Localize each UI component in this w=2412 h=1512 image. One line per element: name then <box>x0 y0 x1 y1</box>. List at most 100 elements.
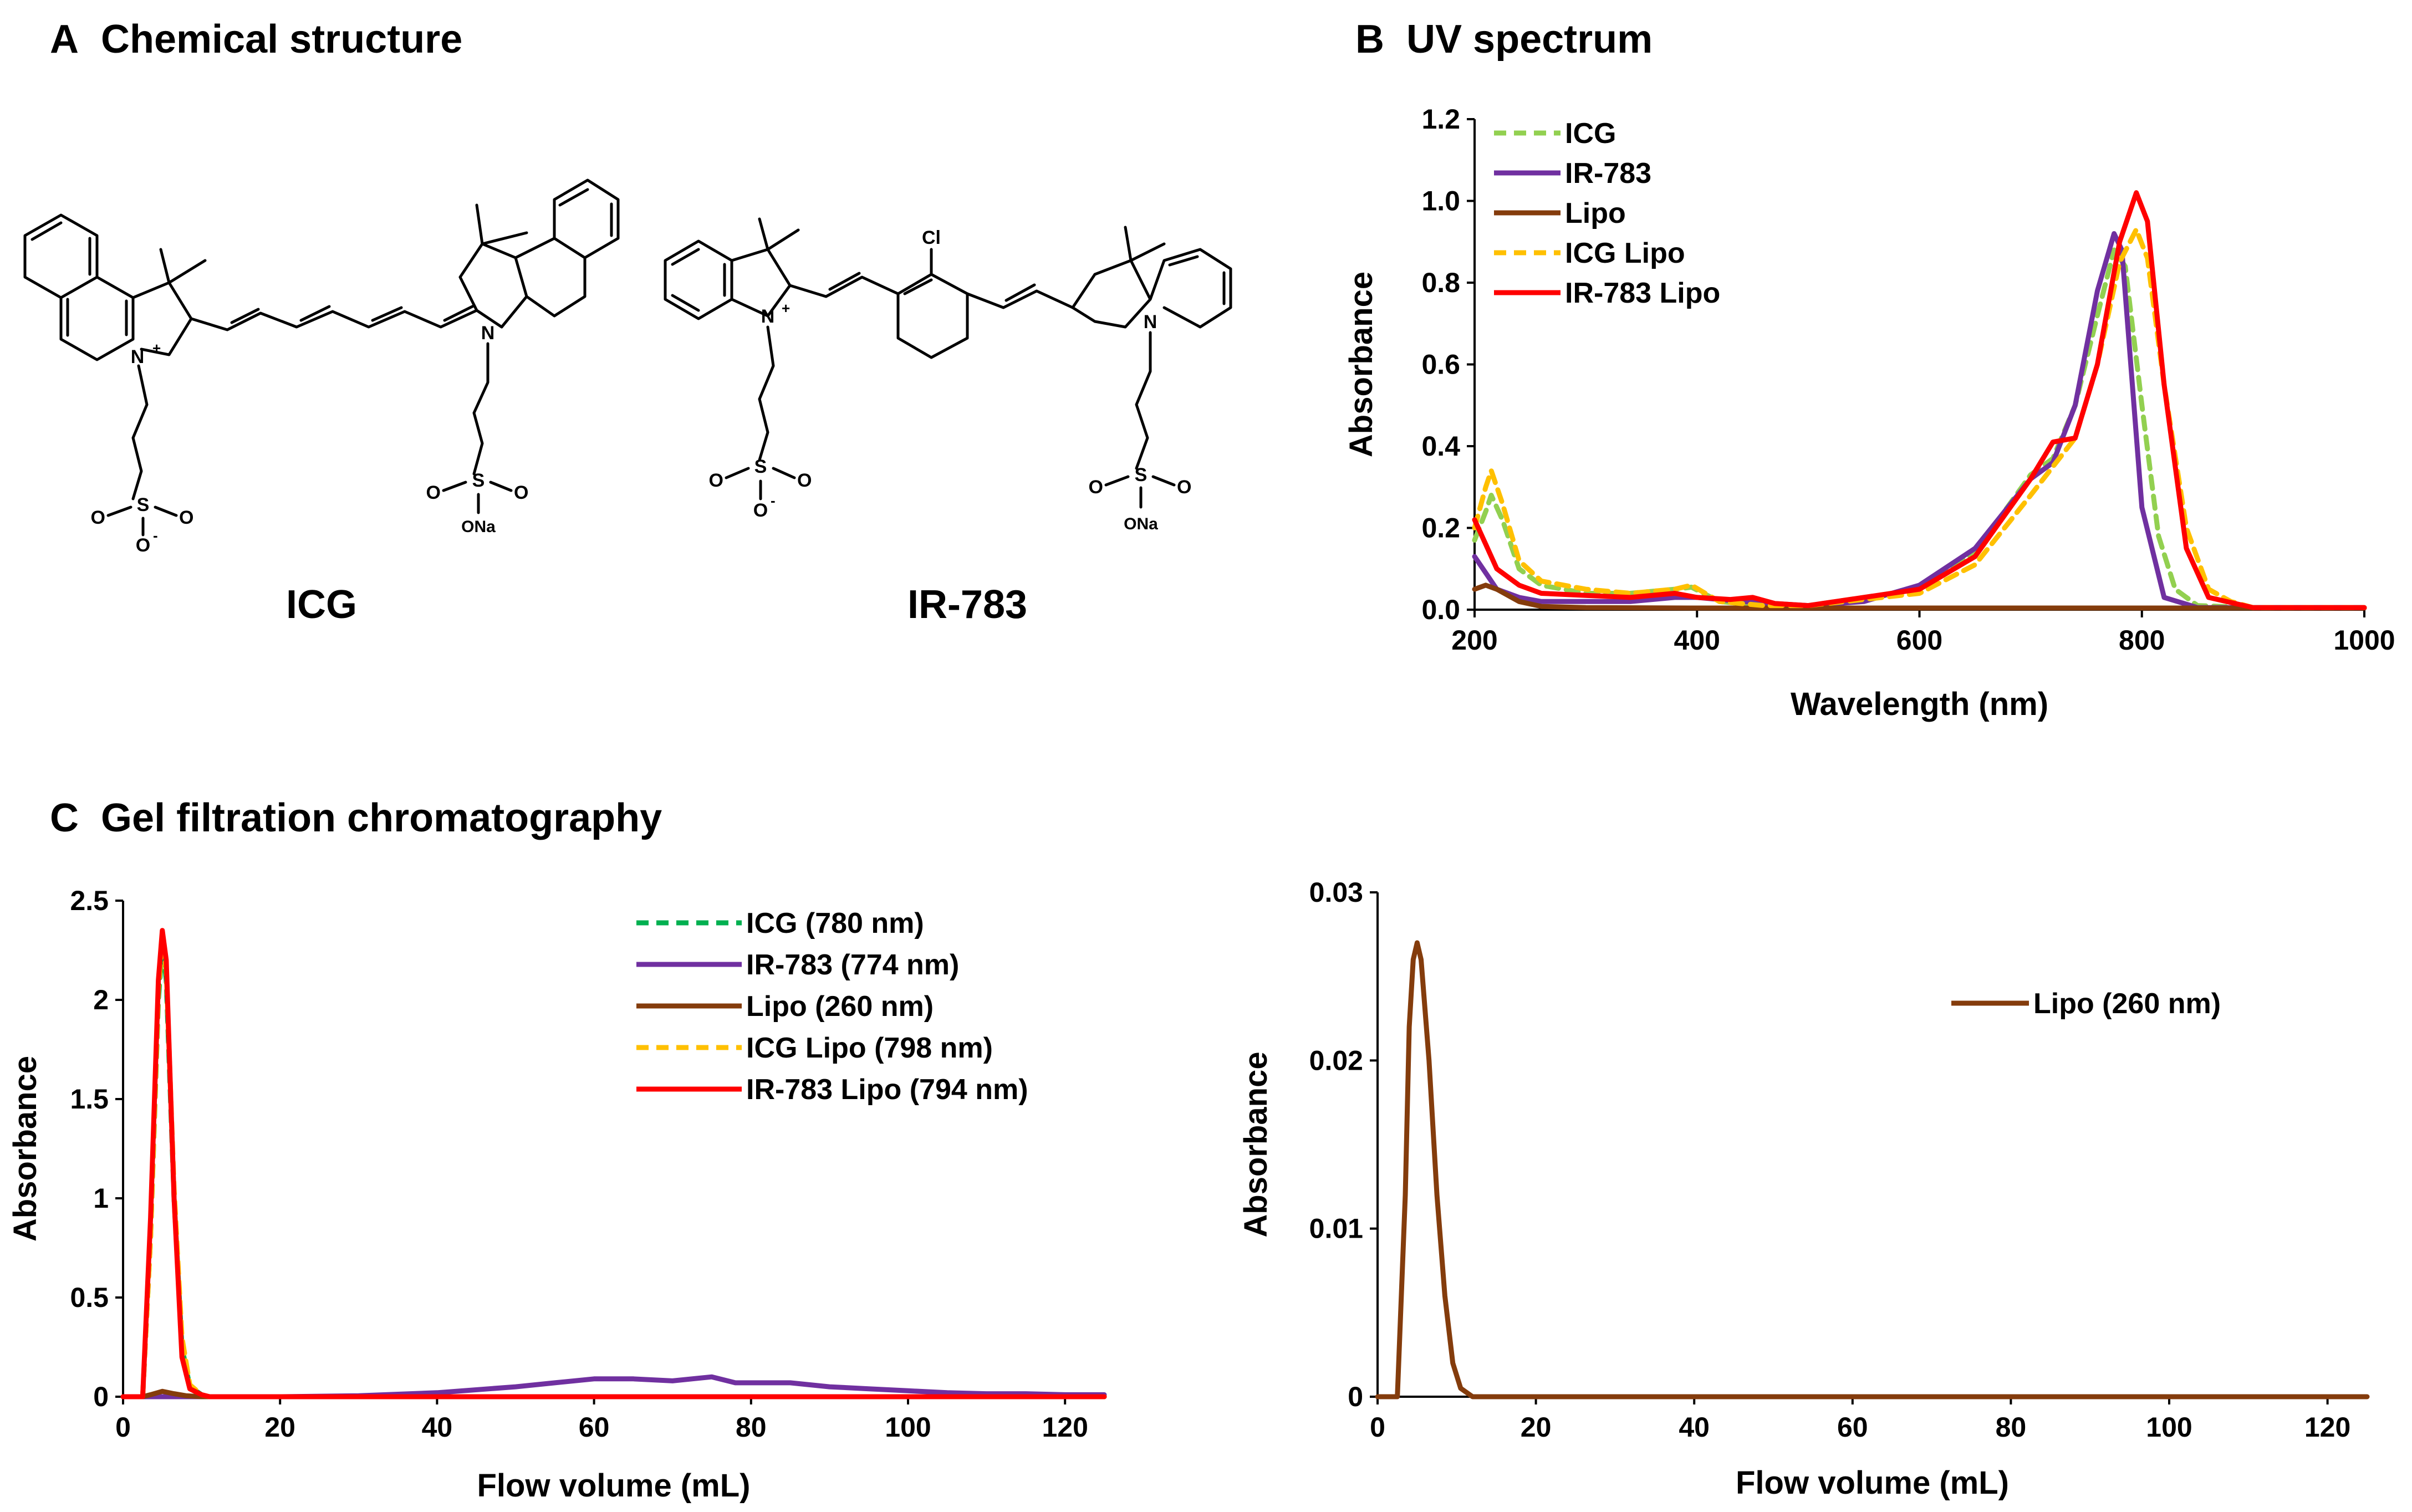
icg-atom-o-right-1: O <box>426 482 441 503</box>
x-tick-label: 800 <box>2119 625 2165 656</box>
icg-name: ICG <box>286 583 357 627</box>
lipo-chart: 0 0.01 0.02 0.03 0 20 40 60 80 100 120 Flow volume … <box>1238 877 2370 1501</box>
series-line-ir-783-lipo-794-nm <box>120 928 1107 1399</box>
icg-atom-o-left-1: O <box>91 507 105 528</box>
icg-right-rings <box>458 178 620 329</box>
ir783-left-methyls <box>758 217 800 251</box>
uv-spectrum-chart: 0.0 0.2 0.4 0.6 0.8 1.0 1.2 200 400 600 800 1000 Wav… <box>1343 104 2395 722</box>
icg-structure <box>23 178 620 537</box>
x-axis-label: Flow volume (mL) <box>477 1468 751 1504</box>
icg-left-methyls <box>159 248 207 284</box>
series-line-icg-lipo-798-nm <box>120 938 1107 1399</box>
x-tick-label: 120 <box>1042 1412 1088 1443</box>
ir783-atom-cl: Cl <box>922 227 941 248</box>
legend-label: IR-783 <box>1565 157 1651 190</box>
icg-right-chain <box>472 342 489 476</box>
y-tick-label: 0.4 <box>1421 431 1460 462</box>
x-axis-label: Wavelength (nm) <box>1791 686 2048 722</box>
series-line-icg-780-nm <box>120 942 1107 1399</box>
icg-atom-n: N <box>481 323 495 344</box>
legend-label: ICG Lipo <box>1565 237 1685 269</box>
x-tick-label: 600 <box>1896 625 1942 656</box>
icg-atom-s-left: S <box>137 494 150 515</box>
icg-left-rings <box>23 213 193 361</box>
x-tick-label: 40 <box>1679 1412 1710 1443</box>
series-line-ir-783-lipo <box>1472 190 2367 610</box>
icg-atom-ona: ONa <box>461 518 496 536</box>
y-tick-label: 0 <box>1348 1381 1363 1412</box>
y-tick-label: 0.2 <box>1421 513 1460 544</box>
panel-a-letter: A <box>50 17 79 62</box>
y-axis-label: Absorbance <box>7 1056 43 1242</box>
x-tick-label: 120 <box>2304 1412 2350 1443</box>
legend-label: Lipo (260 nm) <box>2033 988 2221 1020</box>
icg-left-sulfonate <box>106 505 178 537</box>
y-tick-label: 2 <box>93 984 109 1015</box>
legend-label: IR-783 Lipo (794 nm) <box>746 1074 1028 1106</box>
ir783-atom-minus-left: - <box>771 492 776 509</box>
panel-a-heading: Chemical structure <box>101 17 463 62</box>
y-axis-label: Absorbance <box>1238 1051 1274 1237</box>
panel-a-title: A Chemical structure <box>50 17 462 62</box>
panel-c-title: C Gel filtration chromatography <box>50 795 662 841</box>
icg-right-sulfonate <box>442 481 513 514</box>
series-line-lipo <box>1472 583 2367 611</box>
x-tick-label: 0 <box>1370 1412 1385 1443</box>
icg-polyene <box>190 304 478 331</box>
ir783-atom-o-right-2: O <box>1177 477 1191 498</box>
y-tick-label: 0.0 <box>1421 594 1460 625</box>
x-tick-label: 20 <box>1521 1412 1552 1443</box>
x-tick-label: 0 <box>115 1412 131 1443</box>
ir783-atom-o-left-2: O <box>797 470 812 491</box>
ir783-right-rings <box>1071 226 1232 329</box>
x-tick-label: 100 <box>2146 1412 2192 1443</box>
ir783-atom-o-right-1: O <box>1089 477 1103 498</box>
icg-atom-minus-left: - <box>153 527 158 544</box>
y-tick-label: 0 <box>93 1381 109 1412</box>
icg-atom-plus: + <box>152 340 161 356</box>
icg-left-chain <box>131 364 149 500</box>
panel-c-letter: C <box>50 796 79 840</box>
ir783-atom-s-right: S <box>1135 464 1148 486</box>
legend-label: Lipo <box>1565 197 1626 229</box>
icg-atom-s-right: S <box>472 470 485 491</box>
ir783-name: IR-783 <box>907 583 1027 627</box>
icg-atom-o-left-2: O <box>179 507 193 528</box>
y-tick-label: 2.5 <box>70 885 109 916</box>
ir783-atom-o-left-1: O <box>709 470 723 491</box>
x-tick-label: 20 <box>264 1412 295 1443</box>
gel-filtration-chart: 0 0.5 1 1.5 2 2.5 0 20 40 60 80 100 120 Flow volume (… <box>7 885 1107 1504</box>
x-tick-label: 40 <box>422 1412 453 1443</box>
y-tick-label: 0.02 <box>1309 1045 1363 1076</box>
ir783-atom-s-left: S <box>754 456 767 477</box>
x-tick-label: 400 <box>1674 625 1720 656</box>
x-tick-label: 80 <box>1996 1412 2027 1443</box>
y-tick-label: 1.0 <box>1421 186 1460 217</box>
ir783-atom-n-plus: N <box>761 306 775 327</box>
x-tick-label: 1000 <box>2333 625 2395 656</box>
x-axis-label: Flow volume (mL) <box>1736 1465 2009 1501</box>
ir783-atom-ona: ONa <box>1124 515 1158 533</box>
ir783-atom-n: N <box>1144 311 1157 333</box>
x-tick-label: 80 <box>736 1412 767 1443</box>
y-tick-label: 0.01 <box>1309 1213 1363 1244</box>
y-tick-label: 1.5 <box>70 1084 109 1115</box>
series-line-lipo-260-nm <box>1375 940 2370 1399</box>
x-tick-label: 60 <box>1837 1412 1868 1443</box>
y-tick-label: 0.03 <box>1309 877 1363 908</box>
legend-label: IR-783 Lipo <box>1565 277 1720 309</box>
y-tick-label: 1 <box>93 1183 109 1214</box>
ir783-atom-plus: + <box>782 300 790 316</box>
icg-atom-o-right-2: O <box>514 482 528 503</box>
icg-atom-n-plus: N <box>131 346 145 367</box>
panel-c-heading: Gel filtration chromatography <box>101 796 662 840</box>
ir783-atom-o-minus-left: O <box>753 500 768 521</box>
legend-label: ICG (780 nm) <box>746 907 924 939</box>
y-tick-label: 0.6 <box>1421 349 1460 380</box>
legend-label: Lipo (260 nm) <box>746 990 934 1023</box>
y-tick-label: 1.2 <box>1421 104 1460 135</box>
y-tick-label: 0.8 <box>1421 267 1460 298</box>
ir783-chain-bridge <box>788 248 1074 359</box>
ir783-structure <box>664 217 1232 509</box>
